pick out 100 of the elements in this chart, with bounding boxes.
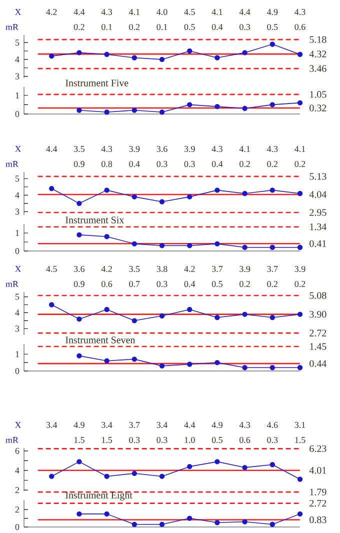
y-tick-label: 5 [16, 294, 20, 300]
data-label: 0.3 [156, 436, 168, 444]
point [104, 110, 110, 115]
data-label: 4.5 [46, 266, 57, 272]
point [159, 56, 165, 62]
ref-line-label: 4.32 [309, 50, 326, 58]
data-label: 4.4 [239, 8, 250, 16]
point [49, 186, 54, 192]
data-label: 0.1 [156, 24, 168, 30]
data-label: 4.9 [266, 8, 278, 16]
point [76, 50, 82, 56]
point [159, 110, 165, 115]
data-label: 0.8 [102, 160, 112, 168]
y-tick-label: 0 [15, 110, 20, 118]
y-tick-label: 4 [15, 310, 20, 316]
data-label: 4.3 [101, 8, 112, 16]
point [159, 199, 165, 204]
ref-line-label: 5.08 [310, 292, 326, 299]
data-label: 4.3 [239, 422, 250, 428]
point [270, 42, 276, 47]
data-label: 0.3 [129, 436, 140, 444]
data-label: 3.7 [212, 266, 223, 272]
data-label: 0.7 [129, 280, 140, 288]
text: Instrument Eight [66, 491, 132, 501]
ref-line-label: 6.23 [310, 445, 326, 452]
point [214, 360, 220, 366]
y-tick-label: 1 [16, 351, 19, 358]
data-label: 0.2 [267, 280, 278, 288]
ref-line-label: 0.44 [310, 360, 326, 367]
y-tick-label: 4 [15, 192, 20, 198]
point [132, 108, 137, 113]
point [104, 474, 110, 479]
point [297, 100, 303, 106]
text: X [14, 9, 22, 15]
point [76, 353, 82, 358]
data-label: 0.2 [74, 24, 84, 30]
text: mR [6, 281, 18, 287]
point [242, 50, 248, 56]
data-label: 0.5 [184, 24, 195, 30]
y-tick-label: 5 [16, 40, 20, 46]
data-label: 0.4 [212, 24, 223, 30]
data-label: 4.1 [212, 8, 222, 16]
point [76, 232, 82, 238]
point [104, 511, 110, 517]
point [76, 200, 82, 206]
ref-line-label: 2.95 [310, 209, 326, 216]
data-label: 0.2 [129, 24, 140, 30]
data-label: 1.5 [102, 436, 112, 444]
text: Instrument Seven [66, 336, 136, 344]
point [187, 194, 192, 200]
point [76, 459, 82, 464]
data-label: 4.9 [74, 422, 84, 428]
data-label: 0.1 [102, 24, 112, 30]
ref-line-label: 4.01 [309, 466, 326, 474]
point [132, 55, 137, 60]
y-tick-label: 0 [15, 524, 20, 530]
point [187, 102, 192, 108]
data-label: 0.2 [267, 160, 278, 168]
point [297, 312, 303, 317]
data-label: 4.3 [101, 146, 112, 152]
data-label: 4.3 [212, 146, 222, 152]
data-label: 4.6 [266, 422, 278, 428]
point [132, 470, 137, 476]
point [132, 241, 137, 246]
data-label: 4.1 [239, 146, 250, 152]
point [49, 474, 54, 479]
point [76, 316, 82, 322]
data-label: 3.1 [294, 422, 306, 428]
point [159, 313, 165, 318]
text: Instrument Five [66, 80, 128, 86]
data-label: 0.2 [240, 160, 250, 168]
data-label: 3.6 [74, 266, 85, 272]
y-tick-label: 4 [15, 468, 20, 474]
ref-line-label: 4.04 [309, 191, 326, 198]
point [242, 464, 248, 470]
data-label: 4.2 [184, 266, 195, 272]
data-label: 4.4 [46, 146, 58, 152]
point [132, 318, 137, 324]
data-label: 3.4 [156, 422, 168, 428]
ref-line-label: 0.41 [310, 240, 326, 247]
point [132, 522, 137, 527]
data-label: 0.2 [240, 280, 250, 288]
data-label: 0.3 [240, 24, 250, 30]
text: X [14, 266, 22, 272]
point [214, 188, 220, 193]
data-label: 4.5 [184, 8, 195, 16]
point [159, 242, 165, 248]
y-tick-label: 3 [15, 73, 20, 80]
ref-line-label: 5.18 [310, 36, 326, 43]
data-label: 4.0 [156, 8, 168, 16]
data-label: 0.3 [156, 160, 168, 168]
ref-line-label: 1.05 [310, 91, 326, 98]
data-label: 3.4 [102, 422, 112, 428]
data-label: 3.8 [156, 266, 168, 272]
point [297, 511, 303, 517]
point [159, 522, 165, 527]
point [242, 106, 248, 112]
point [104, 52, 110, 57]
text: mR [6, 437, 18, 443]
point [242, 312, 248, 317]
